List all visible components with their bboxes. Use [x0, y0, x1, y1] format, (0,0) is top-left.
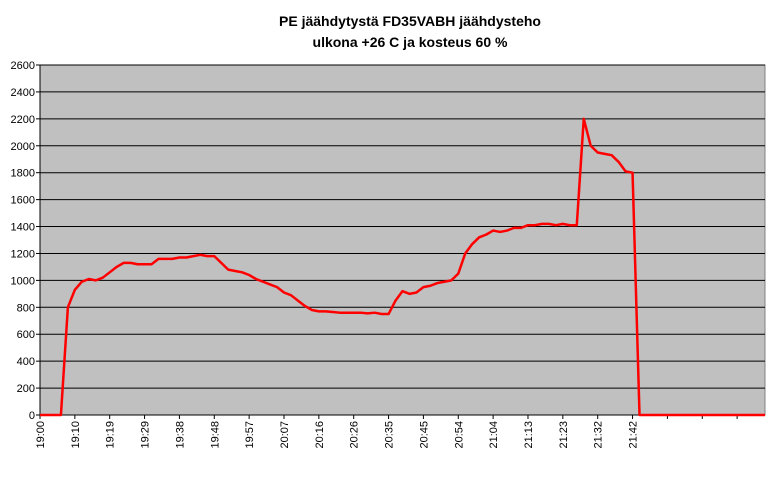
y-tick-label: 1400 [11, 222, 35, 234]
chart-title: PE jäähdytystä FD35VABH jäähdysteho [279, 13, 541, 29]
chart-subtitle: ulkona +26 C ja kosteus 60 % [313, 34, 508, 50]
y-tick-label: 1200 [11, 248, 35, 260]
x-tick-label: 19:10 [70, 421, 82, 449]
x-tick-label: 20:26 [349, 421, 361, 449]
y-tick-label: 2400 [11, 87, 35, 99]
x-tick-label: 20:16 [314, 421, 326, 449]
x-tick-label: 21:04 [488, 421, 500, 449]
y-tick-label: 0 [29, 410, 35, 422]
x-tick-label: 19:29 [140, 421, 152, 449]
x-tick-label: 21:32 [593, 421, 605, 449]
y-tick-label: 1600 [11, 195, 35, 207]
x-tick-label: 21:13 [523, 421, 535, 449]
x-tick-label: 20:45 [418, 421, 430, 449]
x-tick-label: 20:07 [279, 421, 291, 449]
x-tick-label: 21:42 [628, 421, 640, 449]
y-tick-label: 200 [17, 383, 35, 395]
y-tick-label: 1800 [11, 168, 35, 180]
x-tick-label: 19:00 [35, 421, 47, 449]
y-tick-label: 2600 [11, 60, 35, 72]
y-tick-label: 800 [17, 302, 35, 314]
x-tick-label: 20:35 [384, 421, 396, 449]
x-tick-label: 19:19 [105, 421, 117, 449]
series-line [40, 117, 765, 417]
x-tick-label: 19:38 [174, 421, 186, 449]
x-tick-label: 21:23 [558, 421, 570, 449]
y-tick-label: 600 [17, 329, 35, 341]
x-tick-label: 19:57 [244, 421, 256, 449]
y-tick-label: 400 [17, 356, 35, 368]
y-tick-label: 1000 [11, 275, 35, 287]
plot-area [39, 64, 766, 416]
x-tick-label: 20:54 [453, 421, 465, 449]
x-tick-label: 19:48 [209, 421, 221, 449]
y-tick-label: 2200 [11, 114, 35, 126]
y-tick-label: 2000 [11, 141, 35, 153]
